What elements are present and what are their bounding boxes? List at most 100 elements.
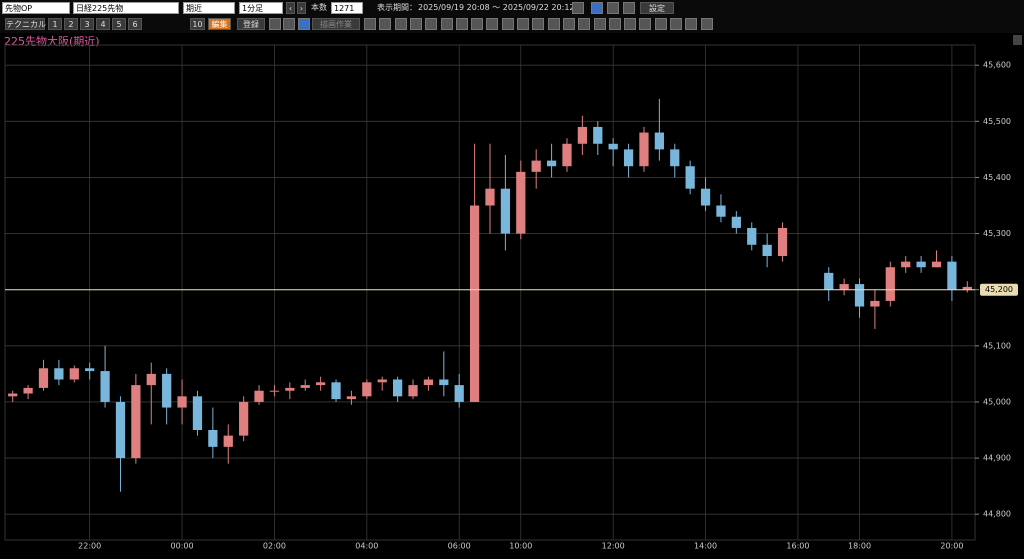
technical-button[interactable]: テクニカル bbox=[5, 18, 46, 30]
candle-body bbox=[269, 390, 280, 392]
icon-button[interactable] bbox=[298, 18, 310, 30]
icon-button[interactable] bbox=[394, 18, 407, 30]
candle-body bbox=[393, 379, 403, 397]
candle-body bbox=[146, 373, 156, 386]
candle-body bbox=[762, 244, 772, 257]
candle-body bbox=[500, 188, 511, 234]
edit-button[interactable]: 編集 bbox=[208, 18, 231, 30]
plot-border bbox=[4, 44, 976, 541]
y-tick-label: 45,300 bbox=[983, 229, 1011, 238]
icon-button[interactable] bbox=[455, 18, 468, 30]
contract-select[interactable]: 期近 bbox=[183, 2, 235, 14]
preset-button[interactable]: 2 bbox=[64, 18, 78, 30]
candle-body bbox=[654, 132, 664, 150]
icon-button[interactable] bbox=[670, 18, 682, 30]
drawing-button[interactable]: 描画作業 bbox=[312, 18, 360, 30]
candle-body bbox=[177, 396, 187, 408]
preset-button[interactable]: 1 bbox=[48, 18, 62, 30]
icon-button[interactable] bbox=[608, 18, 621, 30]
icon-button[interactable] bbox=[593, 18, 606, 30]
x-tick-label: 12:00 bbox=[602, 542, 625, 551]
prev-button[interactable]: ‹ bbox=[286, 2, 295, 14]
candle-body bbox=[947, 261, 957, 290]
icon-button[interactable] bbox=[471, 18, 484, 30]
market-select[interactable]: 先物OP bbox=[2, 2, 70, 14]
x-tick-label: 20:00 bbox=[940, 542, 963, 551]
preset-button[interactable]: 10 bbox=[190, 18, 205, 30]
x-tick-label: 10:00 bbox=[509, 542, 532, 551]
icon-button[interactable] bbox=[364, 18, 376, 30]
icon-button[interactable] bbox=[639, 18, 652, 30]
candle-body bbox=[100, 371, 110, 402]
candle-body bbox=[824, 272, 834, 290]
icon-button[interactable] bbox=[269, 18, 281, 30]
x-tick-label: 18:00 bbox=[848, 542, 871, 551]
product-select[interactable]: 日経225先物 bbox=[73, 2, 179, 14]
x-tick-label: 14:00 bbox=[694, 542, 717, 551]
candle-body bbox=[316, 382, 326, 386]
candle-body bbox=[731, 216, 741, 228]
y-tick-label: 45,600 bbox=[983, 61, 1011, 70]
icon-button[interactable] bbox=[624, 18, 637, 30]
collapse-button[interactable] bbox=[1013, 35, 1022, 45]
candle-body bbox=[854, 284, 865, 307]
icon-button[interactable] bbox=[425, 18, 438, 30]
candle-body bbox=[562, 143, 572, 167]
icon-button[interactable] bbox=[591, 2, 603, 14]
candle-body bbox=[454, 385, 464, 402]
y-tick-label: 44,800 bbox=[983, 510, 1011, 519]
icon-button[interactable] bbox=[547, 18, 560, 30]
candle-body bbox=[531, 160, 541, 172]
candle-body bbox=[485, 188, 495, 206]
x-tick-label: 02:00 bbox=[263, 542, 286, 551]
y-tick-label: 45,100 bbox=[983, 341, 1011, 350]
candle-body bbox=[69, 368, 79, 380]
icon-button[interactable] bbox=[685, 18, 698, 30]
icon-button[interactable] bbox=[501, 18, 514, 30]
candle-body bbox=[377, 379, 387, 383]
candle-body bbox=[223, 435, 233, 447]
preset-button[interactable]: 3 bbox=[80, 18, 94, 30]
icon-button[interactable] bbox=[700, 18, 713, 30]
candle-body bbox=[408, 385, 418, 397]
candle-body bbox=[639, 132, 649, 167]
icon-button[interactable] bbox=[283, 18, 295, 30]
candle-body bbox=[131, 385, 141, 459]
candle-body bbox=[777, 227, 788, 257]
preset-button[interactable]: 6 bbox=[128, 18, 142, 30]
icon-button[interactable] bbox=[562, 18, 575, 30]
candle-body bbox=[546, 160, 557, 167]
candle-body bbox=[38, 368, 49, 388]
icon-button[interactable] bbox=[486, 18, 499, 30]
preset-button[interactable]: 5 bbox=[112, 18, 126, 30]
interval-select[interactable]: 1分足 bbox=[239, 2, 283, 14]
candle-body bbox=[916, 261, 926, 268]
icon-button[interactable] bbox=[409, 18, 422, 30]
candle-body bbox=[23, 387, 33, 394]
preset-button[interactable]: 4 bbox=[96, 18, 110, 30]
icon-button[interactable] bbox=[572, 2, 584, 14]
candle-body bbox=[115, 401, 126, 459]
icon-button[interactable] bbox=[379, 18, 392, 30]
register-button[interactable]: 登録 bbox=[237, 18, 265, 30]
candle-body bbox=[423, 379, 434, 386]
icon-button[interactable] bbox=[607, 2, 619, 14]
y-tick-label: 45,000 bbox=[983, 397, 1011, 406]
icon-button[interactable] bbox=[578, 18, 591, 30]
count-input[interactable]: 1271 bbox=[331, 2, 363, 14]
candle-body bbox=[577, 126, 587, 144]
candle-body bbox=[593, 126, 603, 144]
next-button[interactable]: › bbox=[297, 2, 306, 14]
icon-button[interactable] bbox=[623, 2, 635, 14]
current-price-box bbox=[980, 283, 1018, 296]
candle-body bbox=[716, 205, 726, 217]
icon-button[interactable] bbox=[440, 18, 453, 30]
icon-button[interactable] bbox=[532, 18, 545, 30]
period: 2025/09/19 20:08 ～ 2025/09/22 20:12 bbox=[418, 3, 575, 12]
icon-button[interactable] bbox=[517, 18, 529, 30]
icon-button[interactable] bbox=[654, 18, 667, 30]
settings-button[interactable]: 設定 bbox=[640, 2, 674, 14]
candle-body bbox=[85, 368, 95, 372]
candle-body bbox=[192, 396, 203, 430]
